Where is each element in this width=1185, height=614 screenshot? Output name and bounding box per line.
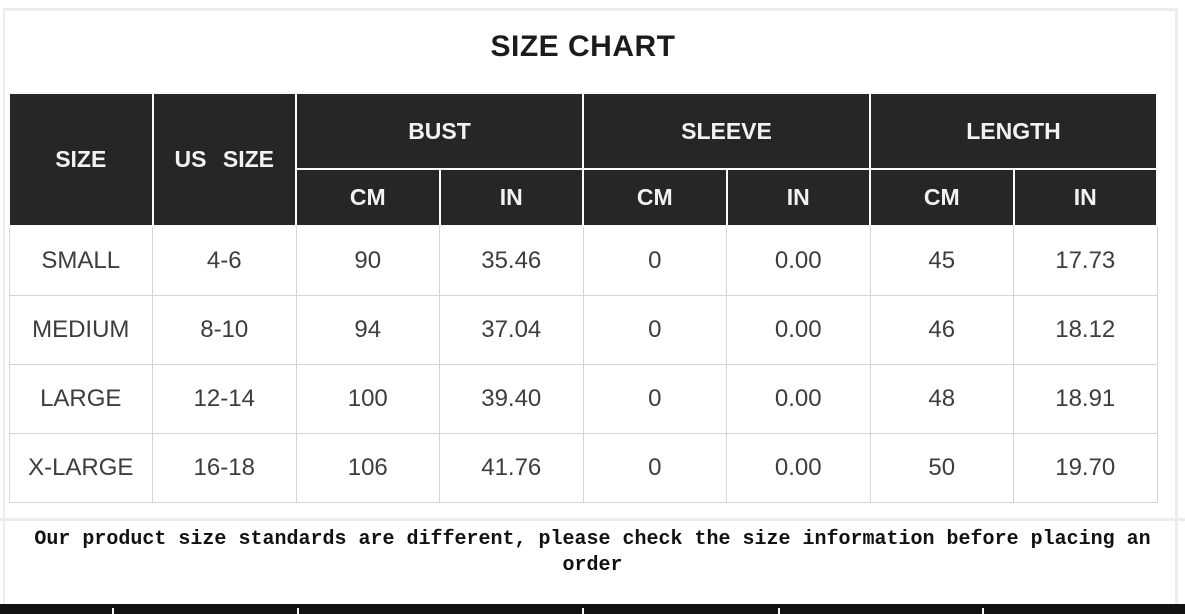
- subheader-length-in: IN: [1012, 168, 1158, 227]
- cell-sleeve-cm: 0: [582, 225, 727, 296]
- col-header-us-size: US SIZE: [151, 92, 297, 227]
- subheader-length-cm: CM: [869, 168, 1015, 227]
- table-row: X-LARGE 16-18 106 41.76 0 0.00 50 19.70: [8, 433, 1158, 503]
- cell-bust-in: 37.04: [439, 295, 584, 365]
- subheader-bust-in: IN: [438, 168, 584, 227]
- cell-sleeve-cm: 0: [582, 364, 727, 434]
- table-row: SMALL 4-6 90 35.46 0 0.00 45 17.73: [8, 225, 1158, 296]
- cell-bust-cm: 90: [295, 225, 440, 296]
- cell-length-cm: 45: [869, 225, 1014, 296]
- cell-us-size: 12-14: [152, 364, 297, 434]
- cell-bust-in: 41.76: [439, 433, 584, 503]
- size-chart-table: SIZE US SIZE BUST SLEEVE LENGTH CM IN CM…: [8, 92, 1158, 503]
- bottom-bar-gap: [112, 608, 114, 614]
- cell-us-size: 16-18: [152, 433, 297, 503]
- size-note-line2: order: [562, 554, 623, 577]
- col-header-sleeve: SLEEVE: [582, 92, 871, 170]
- col-header-length: LENGTH: [869, 92, 1158, 170]
- note-divider-line: [0, 518, 1185, 521]
- cell-length-in: 18.91: [1013, 364, 1158, 434]
- cell-size: MEDIUM: [8, 295, 153, 365]
- col-header-bust: BUST: [295, 92, 584, 170]
- cell-sleeve-cm: 0: [582, 433, 727, 503]
- cell-length-in: 18.12: [1013, 295, 1158, 365]
- cell-sleeve-in: 0.00: [726, 364, 871, 434]
- cell-length-cm: 48: [869, 364, 1014, 434]
- cell-bust-in: 39.40: [439, 364, 584, 434]
- cell-length-in: 19.70: [1013, 433, 1158, 503]
- bottom-bar-gap: [778, 608, 780, 614]
- cell-bust-cm: 106: [295, 433, 440, 503]
- bottom-bar: [0, 604, 1185, 614]
- size-note: Our product size standards are different…: [0, 527, 1185, 579]
- cell-sleeve-in: 0.00: [726, 433, 871, 503]
- cell-sleeve-cm: 0: [582, 295, 727, 365]
- subheader-sleeve-in: IN: [725, 168, 871, 227]
- cell-size: SMALL: [8, 225, 153, 296]
- cell-length-cm: 50: [869, 433, 1014, 503]
- cell-length-in: 17.73: [1013, 225, 1158, 296]
- bottom-bar-gap: [582, 608, 584, 614]
- cell-length-cm: 46: [869, 295, 1014, 365]
- table-row: LARGE 12-14 100 39.40 0 0.00 48 18.91: [8, 364, 1158, 434]
- table-row: MEDIUM 8-10 94 37.04 0 0.00 46 18.12: [8, 295, 1158, 365]
- cell-sleeve-in: 0.00: [726, 225, 871, 296]
- cell-bust-cm: 100: [295, 364, 440, 434]
- cell-size: X-LARGE: [8, 433, 153, 503]
- cell-size: LARGE: [8, 364, 153, 434]
- col-header-size: SIZE: [8, 92, 154, 227]
- bottom-bar-gap: [297, 608, 299, 614]
- cell-us-size: 8-10: [152, 295, 297, 365]
- size-note-line1: Our product size standards are different…: [34, 528, 1151, 551]
- cell-bust-cm: 94: [295, 295, 440, 365]
- page-title: SIZE CHART: [490, 30, 676, 63]
- bottom-bar-gap: [982, 608, 984, 614]
- subheader-sleeve-cm: CM: [582, 168, 728, 227]
- subheader-bust-cm: CM: [295, 168, 441, 227]
- cell-us-size: 4-6: [152, 225, 297, 296]
- table-header: SIZE US SIZE BUST SLEEVE LENGTH CM IN CM…: [8, 92, 1158, 227]
- cell-sleeve-in: 0.00: [726, 295, 871, 365]
- cell-bust-in: 35.46: [439, 225, 584, 296]
